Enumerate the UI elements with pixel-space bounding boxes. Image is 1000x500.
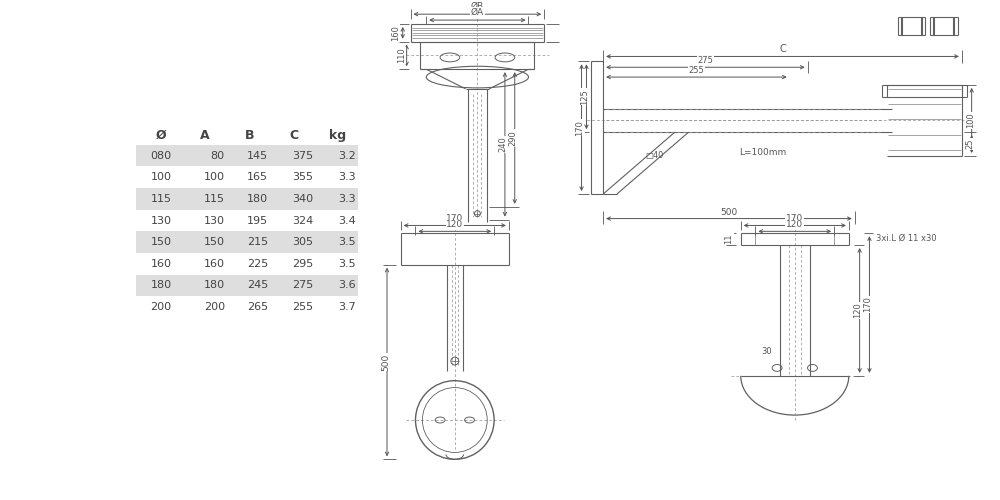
- Text: 255: 255: [292, 302, 313, 312]
- Text: 255: 255: [689, 66, 704, 75]
- Text: 130: 130: [204, 216, 225, 226]
- Bar: [136, 145, 358, 167]
- Text: kg: kg: [329, 128, 346, 141]
- Text: ØA: ØA: [471, 8, 484, 17]
- Text: 3.2: 3.2: [338, 150, 356, 160]
- Text: 275: 275: [697, 56, 713, 66]
- Text: 170: 170: [786, 214, 803, 224]
- Text: 324: 324: [292, 216, 313, 226]
- Text: □40: □40: [645, 150, 664, 160]
- Bar: [136, 188, 358, 210]
- Text: 25: 25: [966, 138, 975, 149]
- Text: 295: 295: [292, 259, 313, 269]
- Text: 275: 275: [292, 280, 313, 290]
- Text: 500: 500: [720, 208, 738, 216]
- Text: A: A: [200, 128, 210, 141]
- Text: 225: 225: [247, 259, 268, 269]
- Text: 340: 340: [292, 194, 313, 204]
- Text: 100: 100: [151, 172, 172, 182]
- Text: 160: 160: [204, 259, 225, 269]
- Text: 215: 215: [247, 237, 268, 247]
- Text: 3.3: 3.3: [338, 194, 356, 204]
- Text: 375: 375: [292, 150, 313, 160]
- Text: 130: 130: [151, 216, 172, 226]
- Text: 180: 180: [150, 280, 172, 290]
- Text: 200: 200: [204, 302, 225, 312]
- Text: ØB: ØB: [471, 2, 484, 11]
- Text: 11: 11: [724, 234, 733, 244]
- Text: 180: 180: [204, 280, 225, 290]
- Text: 355: 355: [292, 172, 313, 182]
- Text: 305: 305: [292, 237, 313, 247]
- Text: 170: 170: [576, 120, 585, 136]
- Text: 3.7: 3.7: [338, 302, 356, 312]
- Text: 160: 160: [151, 259, 172, 269]
- Text: 240: 240: [499, 136, 508, 152]
- Text: 150: 150: [204, 237, 225, 247]
- Text: 245: 245: [247, 280, 268, 290]
- Text: 125: 125: [580, 89, 589, 104]
- Text: 115: 115: [204, 194, 225, 204]
- Text: C: C: [289, 128, 298, 141]
- Text: 165: 165: [247, 172, 268, 182]
- Text: 150: 150: [151, 237, 172, 247]
- Text: 100: 100: [204, 172, 225, 182]
- Text: 500: 500: [381, 354, 390, 370]
- Bar: [136, 274, 358, 296]
- Text: 170: 170: [863, 296, 872, 312]
- Text: B: B: [245, 128, 254, 141]
- Text: 115: 115: [151, 194, 172, 204]
- Bar: [136, 232, 358, 253]
- Text: 290: 290: [509, 130, 518, 146]
- Text: 265: 265: [247, 302, 268, 312]
- Text: 3xi.L Ø 11 x30: 3xi.L Ø 11 x30: [876, 234, 937, 242]
- Text: 110: 110: [397, 48, 406, 64]
- Text: 195: 195: [247, 216, 268, 226]
- Text: 120: 120: [854, 302, 863, 318]
- Text: 80: 80: [211, 150, 225, 160]
- Text: 200: 200: [150, 302, 172, 312]
- Text: 170: 170: [446, 214, 463, 224]
- Text: 145: 145: [247, 150, 268, 160]
- Text: 100: 100: [966, 112, 975, 128]
- Text: Ø: Ø: [156, 128, 166, 141]
- Text: 080: 080: [150, 150, 172, 160]
- Text: 3.5: 3.5: [338, 259, 356, 269]
- Text: 30: 30: [762, 347, 772, 356]
- Text: C: C: [779, 44, 786, 54]
- Text: 180: 180: [247, 194, 268, 204]
- Text: 120: 120: [446, 220, 463, 230]
- Text: 3.3: 3.3: [338, 172, 356, 182]
- Text: 120: 120: [786, 220, 803, 230]
- Text: 3.4: 3.4: [338, 216, 356, 226]
- Text: 3.5: 3.5: [338, 237, 356, 247]
- Text: 160: 160: [391, 25, 400, 41]
- Text: 3.6: 3.6: [338, 280, 356, 290]
- Text: L=100mm: L=100mm: [739, 148, 786, 156]
